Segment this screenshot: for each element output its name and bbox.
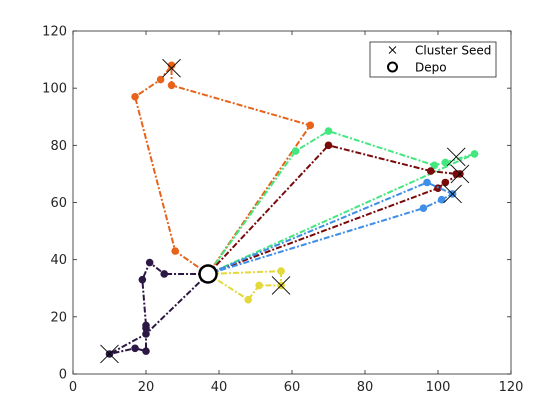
route-point bbox=[291, 147, 300, 155]
x-tick-label: 100 bbox=[426, 380, 451, 395]
y-tick-label: 80 bbox=[50, 139, 67, 154]
route-point bbox=[171, 247, 179, 255]
y-tick-label: 20 bbox=[50, 310, 67, 325]
y-tick-label: 100 bbox=[42, 82, 67, 97]
cluster-seed-marker bbox=[100, 344, 119, 364]
y-tick-label: 40 bbox=[50, 253, 67, 268]
route-point bbox=[131, 344, 139, 353]
axes: 0 20 40 60 80 100 120 0 20 40 60 80 100 120 bbox=[42, 25, 523, 396]
cluster-seed-marker bbox=[450, 164, 470, 184]
cluster-seed-marker bbox=[443, 184, 462, 204]
legend-label-cluster-seed: Cluster Seed bbox=[415, 44, 491, 58]
legend-depo-marker bbox=[387, 61, 398, 73]
y-tick-label: 120 bbox=[42, 25, 67, 40]
route-line-4 bbox=[207, 181, 454, 275]
cluster-seed-marker bbox=[271, 276, 291, 295]
route-point bbox=[156, 75, 165, 84]
x-tick-label: 20 bbox=[138, 380, 155, 395]
route-point bbox=[142, 347, 150, 355]
route-point bbox=[255, 281, 263, 290]
route-point bbox=[324, 141, 333, 150]
route-point bbox=[142, 330, 150, 338]
x-tick-label: 40 bbox=[211, 380, 228, 395]
route-point bbox=[145, 258, 154, 267]
route-point bbox=[470, 150, 479, 158]
cluster-seed-marker bbox=[162, 58, 181, 78]
route-point bbox=[423, 178, 431, 187]
route-point bbox=[167, 81, 176, 90]
route-line-5 bbox=[207, 270, 283, 301]
route-point bbox=[131, 92, 139, 101]
route-point bbox=[426, 167, 435, 175]
x-tick-label: 60 bbox=[284, 380, 301, 395]
x-tick-label: 0 bbox=[69, 380, 77, 395]
x-tick-label: 120 bbox=[499, 380, 524, 395]
route-point bbox=[138, 275, 147, 284]
legend: Cluster Seed Depo bbox=[369, 41, 497, 78]
route-point bbox=[142, 324, 150, 333]
route-point bbox=[437, 195, 446, 204]
legend-seed-marker bbox=[388, 46, 397, 54]
route-point bbox=[167, 61, 176, 70]
route-point bbox=[441, 178, 450, 187]
route-point bbox=[430, 161, 439, 170]
route-series-1 bbox=[131, 61, 315, 275]
route-point bbox=[324, 127, 333, 135]
depot-marker bbox=[198, 264, 218, 284]
route-point bbox=[441, 158, 450, 167]
route-point bbox=[306, 121, 315, 130]
cluster-seed-marker bbox=[446, 147, 466, 167]
cluster-seeds-layer bbox=[100, 58, 470, 364]
y-tick-label: 0 bbox=[59, 368, 67, 383]
x-tick-label: 80 bbox=[357, 380, 374, 395]
route-point bbox=[160, 270, 169, 278]
route-point bbox=[244, 295, 252, 304]
legend-label-depo: Depo bbox=[415, 61, 447, 75]
route-line-1 bbox=[134, 64, 312, 275]
y-tick-label: 60 bbox=[50, 196, 67, 211]
route-point bbox=[277, 267, 285, 275]
route-series-2 bbox=[207, 127, 479, 275]
route-point bbox=[419, 204, 428, 213]
depot-layer bbox=[198, 264, 218, 284]
